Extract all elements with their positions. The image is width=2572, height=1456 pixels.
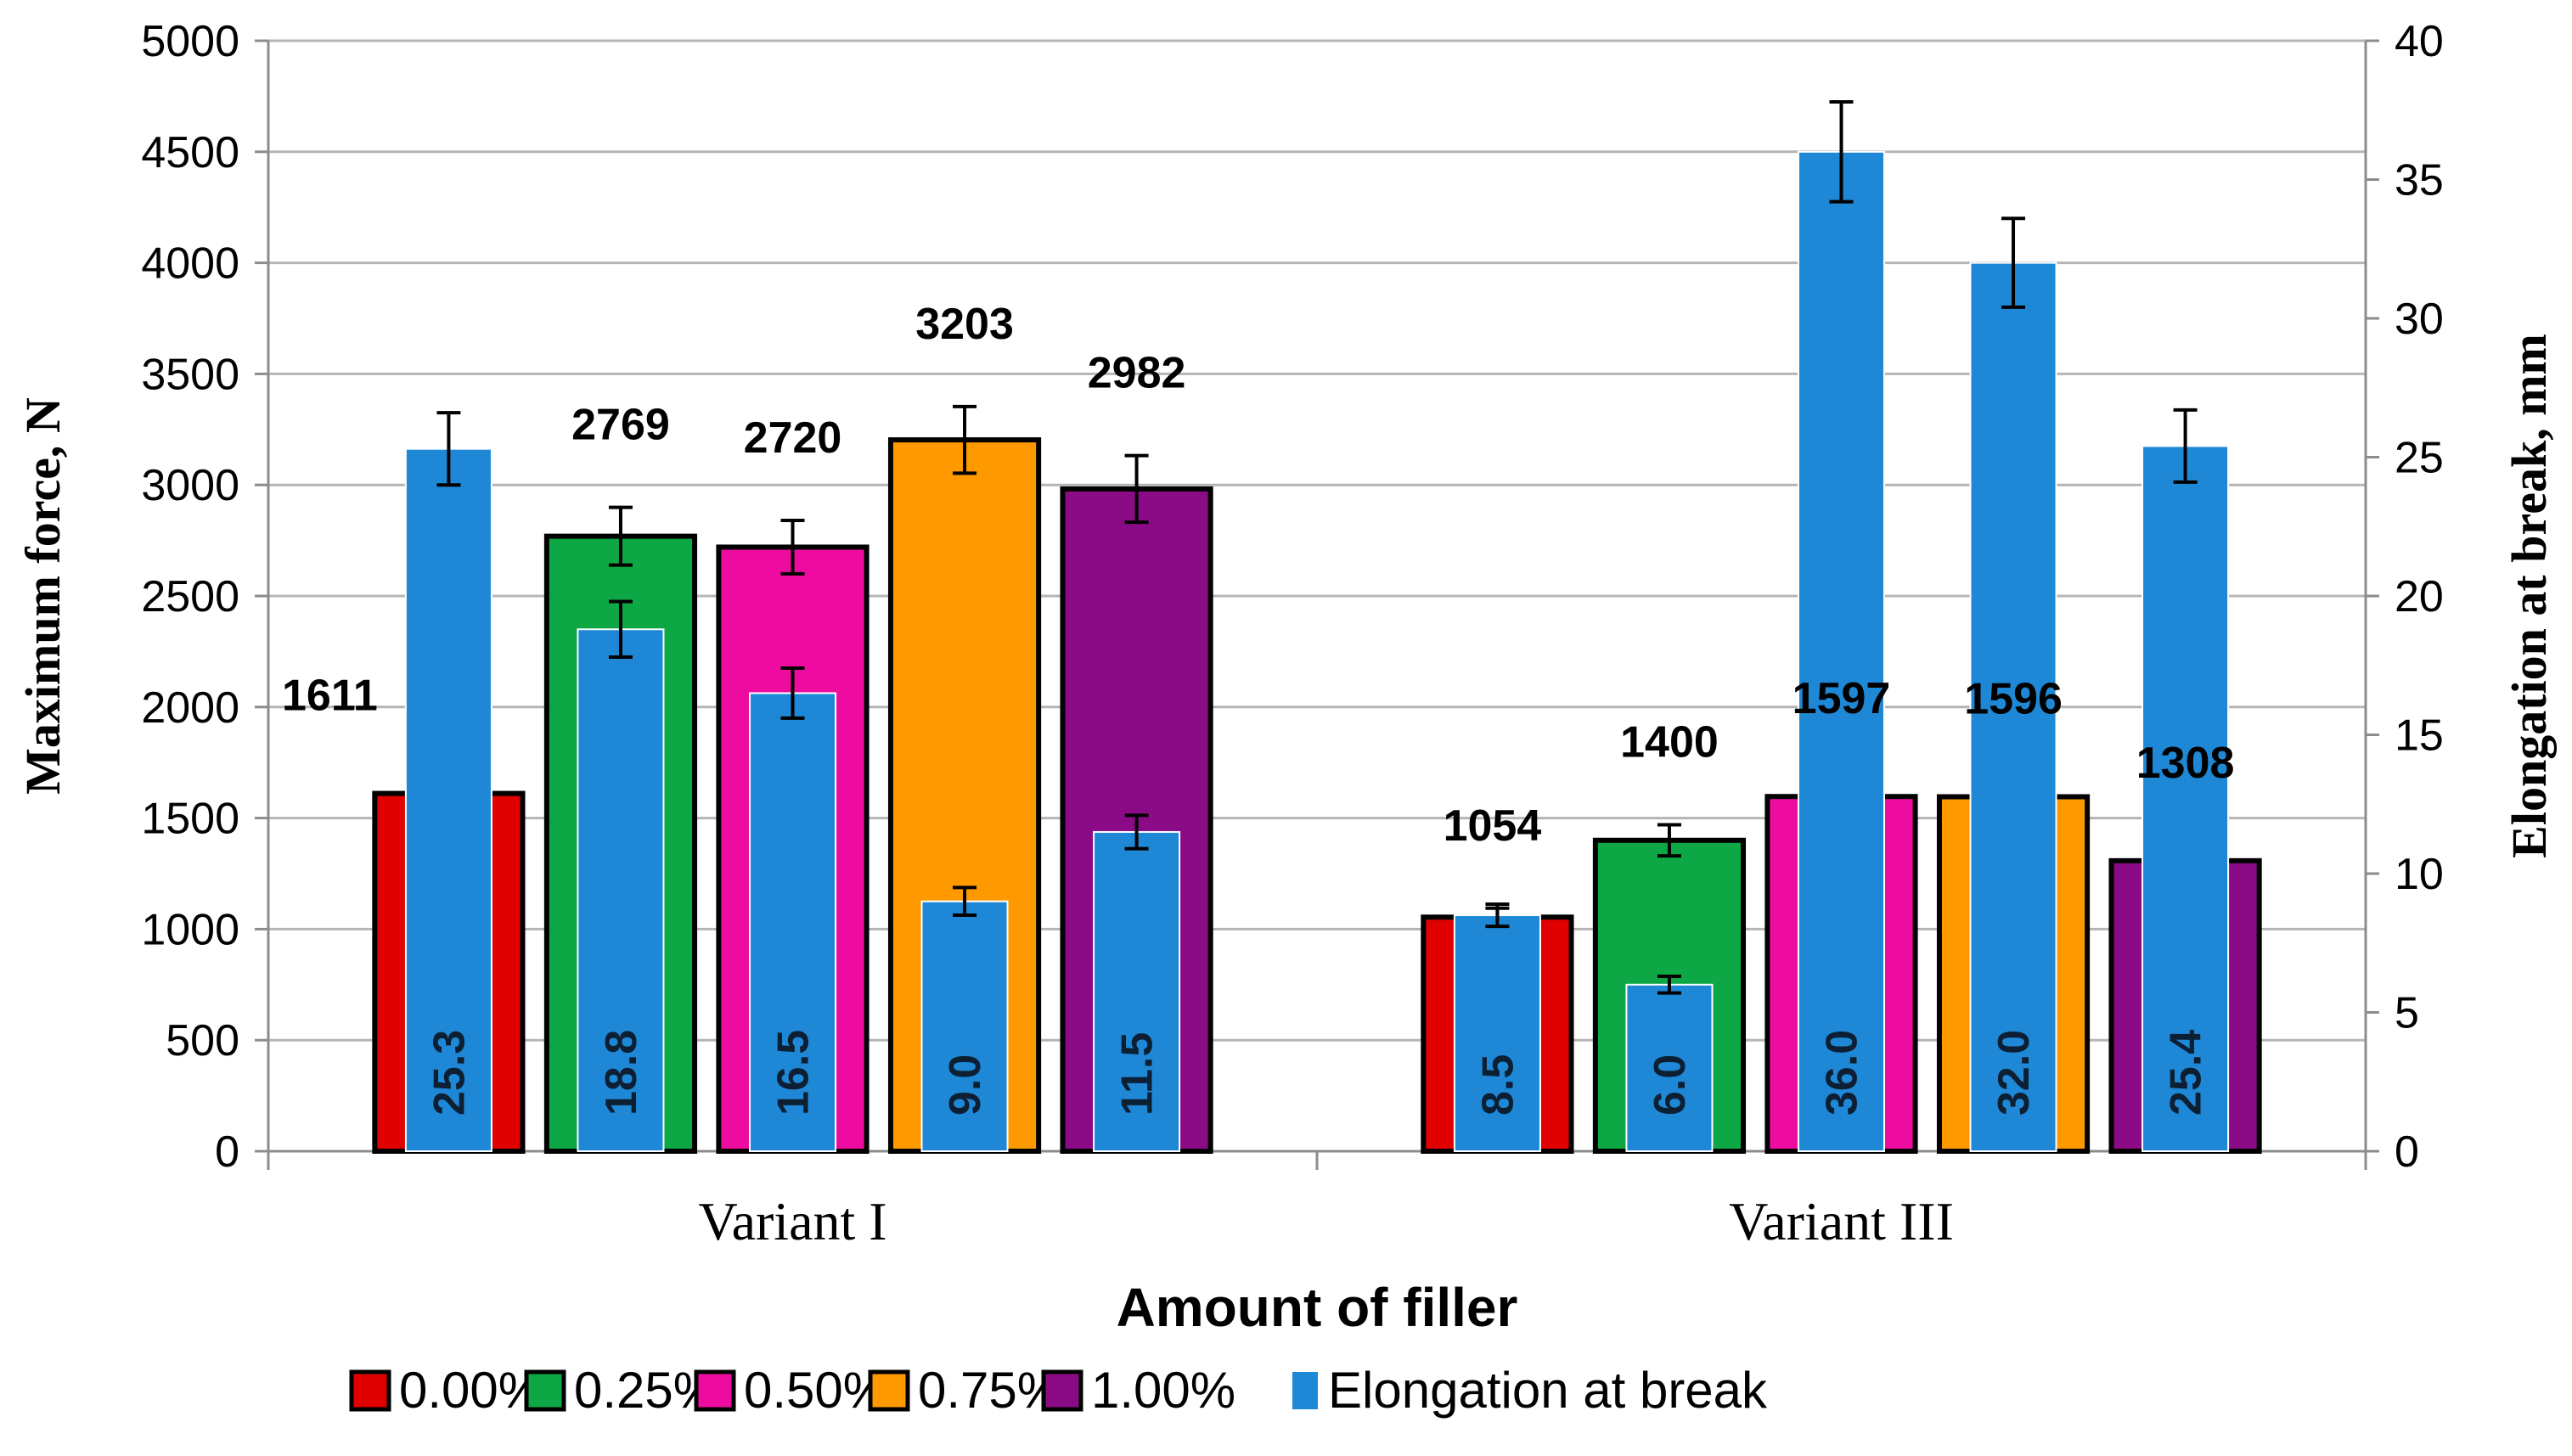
- y-tick-label: 3000: [141, 461, 239, 510]
- y-tick-label: 0: [215, 1127, 239, 1177]
- force-value-label: 2769: [571, 401, 670, 450]
- legend-swatch: [1041, 1369, 1083, 1412]
- legend-label: Elongation at break: [1328, 1362, 1768, 1419]
- elongation-bar: [577, 628, 665, 1152]
- elongation-value-label: 8.5: [1473, 1054, 1522, 1116]
- legend-label: 0.50%: [744, 1362, 888, 1419]
- force-value-label: 1611: [282, 672, 378, 721]
- y2-tick-label: 25: [2395, 434, 2444, 483]
- force-value-label: 2982: [1088, 349, 1186, 398]
- legend-swatch: [349, 1369, 391, 1412]
- elongation-value-label: 18.8: [597, 1030, 646, 1116]
- legend-label: 0.75%: [918, 1362, 1062, 1419]
- elongation-bar: [2141, 445, 2230, 1152]
- legend-label: 0.00%: [399, 1362, 543, 1419]
- elongation-bar: [1969, 261, 2057, 1153]
- legend-swatch: [868, 1369, 910, 1412]
- y2-tick-label: 30: [2395, 295, 2444, 344]
- y2-tick-label: 0: [2395, 1127, 2419, 1177]
- elongation-bar: [1625, 983, 1714, 1153]
- force-value-label: 1597: [1793, 674, 1891, 723]
- legend-swatch: [1292, 1372, 1318, 1409]
- y-tick-label: 2500: [141, 572, 239, 621]
- category-label: Variant I: [698, 1191, 886, 1251]
- elongation-value-label: 11.5: [1113, 1032, 1162, 1116]
- elongation-bar: [1093, 830, 1181, 1152]
- y-tick-label: 2000: [141, 683, 239, 733]
- legend-label: 1.00%: [1091, 1362, 1235, 1419]
- elongation-bar: [1453, 914, 1541, 1153]
- elongation-value-label: 32.0: [1990, 1030, 2039, 1116]
- elongation-value-label: 9.0: [941, 1054, 990, 1116]
- legend-swatch: [694, 1369, 736, 1412]
- elongation-bar: [920, 900, 1009, 1152]
- force-value-label: 1400: [1620, 717, 1719, 767]
- force-value-label: 1308: [2136, 739, 2235, 788]
- y2-tick-label: 40: [2395, 17, 2444, 66]
- force-value-label: 2720: [744, 413, 842, 463]
- y2-tick-label: 15: [2395, 711, 2444, 761]
- y2-axis-title: Elongation at break, mm: [2502, 334, 2557, 858]
- elongation-bar: [404, 447, 492, 1152]
- y2-tick-label: 10: [2395, 850, 2444, 899]
- elongation-value-label: 25.3: [425, 1030, 474, 1116]
- category-label: Variant III: [1729, 1191, 1954, 1251]
- y-axis-title: Maximum force, N: [15, 397, 70, 795]
- y2-tick-label: 20: [2395, 572, 2444, 621]
- force-value-label: 1054: [1444, 801, 1542, 851]
- elongation-bar: [1797, 150, 1886, 1152]
- y-tick-label: 5000: [141, 17, 239, 66]
- elongation-bar: [748, 692, 837, 1152]
- y-tick-label: 3500: [141, 350, 239, 399]
- y2-tick-label: 35: [2395, 156, 2444, 205]
- elongation-value-label: 25.4: [2162, 1030, 2211, 1116]
- y-tick-label: 1500: [141, 795, 239, 844]
- y2-tick-label: 5: [2395, 989, 2419, 1038]
- elongation-value-label: 6.0: [1646, 1054, 1695, 1116]
- force-value-label: 3203: [915, 300, 1014, 349]
- y-tick-label: 1000: [141, 905, 239, 954]
- force-value-label: 1596: [1964, 674, 2063, 723]
- elongation-value-label: 16.5: [769, 1030, 819, 1116]
- y-tick-label: 500: [166, 1016, 239, 1065]
- elongation-value-label: 36.0: [1818, 1030, 1867, 1116]
- x-axis-title: Amount of filler: [1117, 1277, 1518, 1338]
- y-tick-label: 4000: [141, 239, 239, 289]
- legend-swatch: [524, 1369, 566, 1412]
- y-tick-label: 4500: [141, 128, 239, 177]
